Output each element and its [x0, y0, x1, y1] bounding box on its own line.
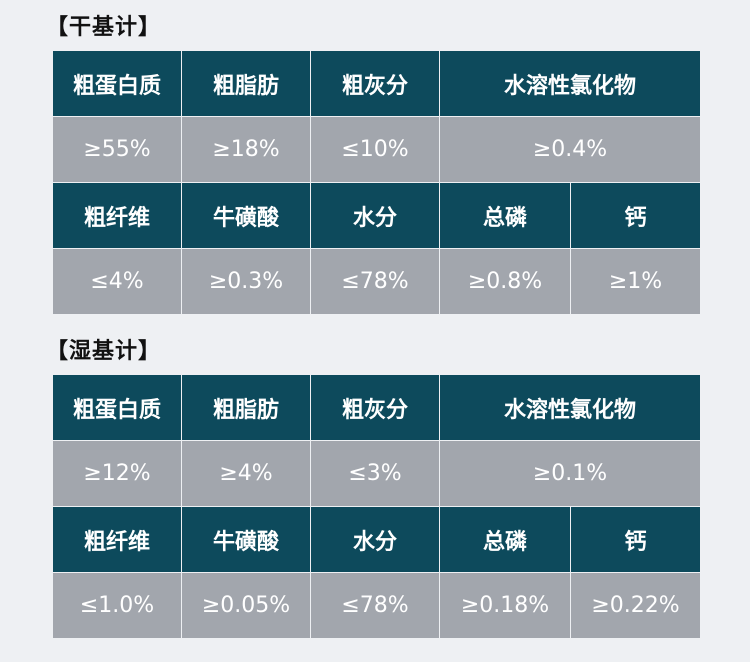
header-calcium: 钙: [571, 507, 700, 572]
header-calcium: 钙: [571, 183, 700, 248]
value-crude-fat: ≥4%: [182, 441, 310, 506]
value-calcium: ≥1%: [571, 249, 700, 314]
header-crude-protein: 粗蛋白质: [53, 51, 181, 116]
header-moisture: 水分: [311, 507, 439, 572]
header-water-soluble-chloride: 水溶性氯化物: [440, 375, 700, 440]
value-moisture: ≤78%: [311, 573, 439, 638]
header-crude-fat: 粗脂肪: [182, 375, 310, 440]
value-total-phosphorus: ≥0.8%: [440, 249, 570, 314]
value-taurine: ≥0.05%: [182, 573, 310, 638]
section-title-dry-basis: 【干基计】: [46, 15, 162, 40]
header-water-soluble-chloride: 水溶性氯化物: [440, 51, 700, 116]
header-crude-protein: 粗蛋白质: [53, 375, 181, 440]
value-total-phosphorus: ≥0.18%: [440, 573, 570, 638]
header-taurine: 牛磺酸: [182, 183, 310, 248]
header-moisture: 水分: [311, 183, 439, 248]
value-water-soluble-chloride: ≥0.1%: [440, 441, 700, 506]
header-crude-fiber: 粗纤维: [53, 507, 181, 572]
value-crude-protein: ≥55%: [53, 117, 181, 182]
value-water-soluble-chloride: ≥0.4%: [440, 117, 700, 182]
section-title-wet-basis: 【湿基计】: [46, 339, 162, 364]
value-crude-protein: ≥12%: [53, 441, 181, 506]
nutrition-table-dry-basis: 粗蛋白质 粗脂肪 粗灰分 水溶性氯化物 ≥55% ≥18% ≤10% ≥0.4%…: [53, 51, 700, 314]
nutrition-table-wet-basis: 粗蛋白质 粗脂肪 粗灰分 水溶性氯化物 ≥12% ≥4% ≤3% ≥0.1% 粗…: [53, 375, 700, 638]
header-total-phosphorus: 总磷: [440, 183, 570, 248]
value-crude-fat: ≥18%: [182, 117, 310, 182]
value-crude-fiber: ≤4%: [53, 249, 181, 314]
value-moisture: ≤78%: [311, 249, 439, 314]
value-crude-fiber: ≤1.0%: [53, 573, 181, 638]
header-crude-ash: 粗灰分: [311, 51, 439, 116]
header-total-phosphorus: 总磷: [440, 507, 570, 572]
header-crude-fat: 粗脂肪: [182, 51, 310, 116]
value-calcium: ≥0.22%: [571, 573, 700, 638]
value-crude-ash: ≤3%: [311, 441, 439, 506]
value-taurine: ≥0.3%: [182, 249, 310, 314]
header-taurine: 牛磺酸: [182, 507, 310, 572]
header-crude-ash: 粗灰分: [311, 375, 439, 440]
value-crude-ash: ≤10%: [311, 117, 439, 182]
header-crude-fiber: 粗纤维: [53, 183, 181, 248]
